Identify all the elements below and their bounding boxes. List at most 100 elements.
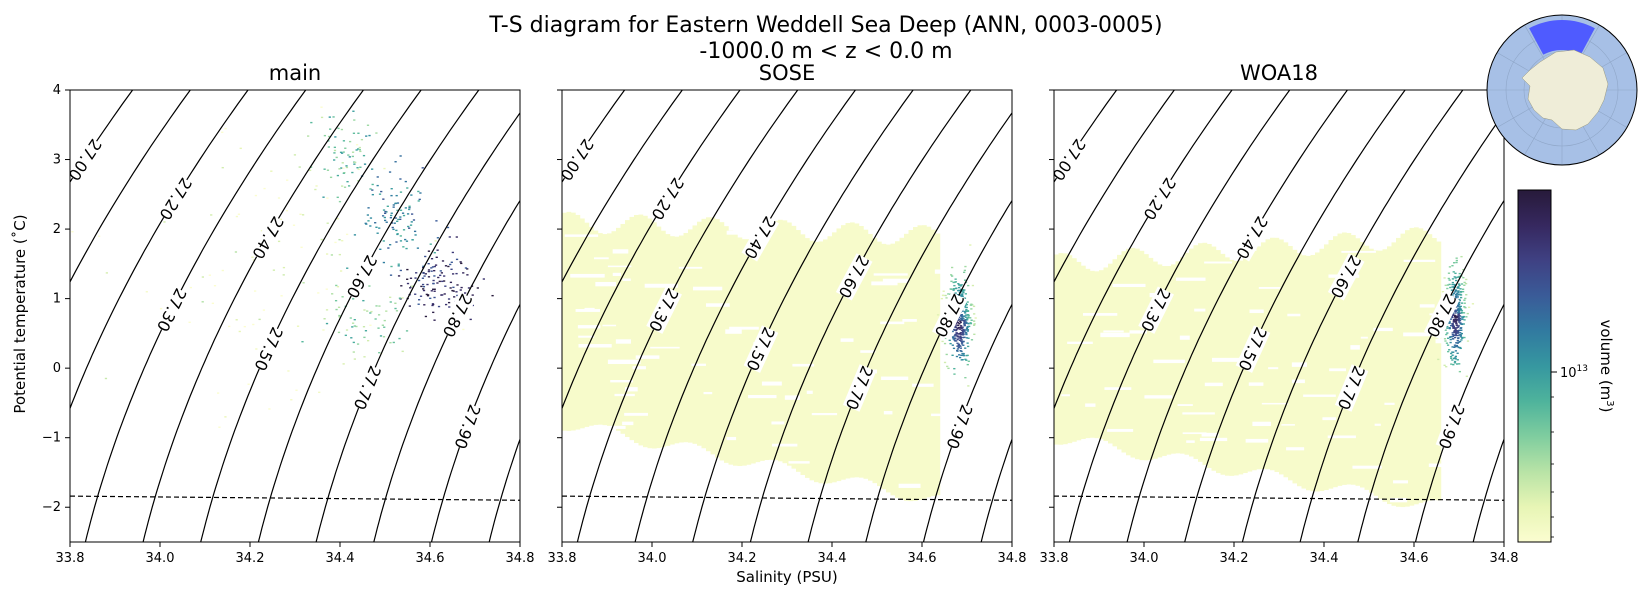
histogram-cell	[953, 367, 956, 370]
histogram-cell	[432, 282, 435, 285]
histogram-cell	[1460, 339, 1463, 341]
histogram-cell	[943, 361, 947, 364]
histogram-cell	[1360, 242, 1365, 488]
histogram-gap	[697, 450, 706, 453]
histogram-cell	[357, 132, 360, 134]
density-contour-line	[70, 90, 249, 411]
histogram-cell	[963, 310, 966, 313]
x-tick-label: 34.4	[326, 551, 355, 566]
histogram-cell	[850, 222, 855, 478]
histogram-cell	[1452, 286, 1455, 289]
histogram-cell	[960, 294, 964, 296]
plot-frame	[69, 89, 521, 543]
histogram-cell	[1171, 264, 1176, 454]
histogram-cell	[326, 197, 329, 199]
histogram-cell	[371, 183, 374, 186]
histogram-cell	[432, 279, 435, 282]
histogram-cell	[692, 225, 698, 444]
histogram-cell	[352, 341, 355, 344]
x-tick-label: 33.8	[548, 551, 577, 566]
histogram-cell	[163, 221, 166, 223]
histogram-cell	[966, 301, 969, 303]
histogram-cell	[366, 124, 370, 126]
histogram-cell	[334, 241, 337, 244]
histogram-cell	[1265, 239, 1271, 470]
histogram-cell	[1457, 346, 1460, 349]
histogram-gap	[564, 234, 599, 237]
histogram-cell	[953, 339, 956, 341]
histogram-cell	[1454, 277, 1457, 279]
histogram-cell	[818, 241, 824, 484]
histogram-cell	[251, 256, 254, 258]
histogram-cell	[1460, 329, 1463, 331]
histogram-cell	[347, 154, 350, 156]
histogram-cell	[353, 119, 356, 121]
histogram-cell	[455, 272, 458, 275]
histogram-gap	[726, 436, 737, 441]
histogram-cell	[1461, 318, 1464, 320]
histogram-cell	[1459, 291, 1463, 293]
histogram-cell	[221, 131, 224, 133]
histogram-cell	[1444, 340, 1447, 342]
histogram-cell	[351, 151, 355, 153]
histogram-cell	[375, 305, 378, 307]
histogram-cell	[1451, 286, 1454, 288]
histogram-cell	[419, 192, 422, 194]
histogram-cell	[1446, 284, 1450, 286]
histogram-cell	[1455, 363, 1459, 365]
histogram-cell	[340, 167, 343, 169]
histogram-cell	[389, 217, 393, 219]
histogram-cell	[1458, 346, 1462, 349]
histogram-cell	[1457, 337, 1460, 340]
histogram-cell	[1455, 261, 1458, 264]
histogram-cell	[1225, 257, 1230, 476]
histogram-cell	[404, 180, 407, 183]
histogram-gap	[1186, 440, 1195, 443]
histogram-cell	[1378, 250, 1383, 499]
inset-highlight-region	[1529, 19, 1595, 55]
histogram-cell	[336, 196, 339, 199]
histogram-cell	[437, 305, 441, 308]
histogram-gap	[1112, 283, 1146, 288]
histogram-gap	[1085, 403, 1096, 407]
histogram-gap	[1067, 341, 1093, 344]
histogram-cell	[1387, 246, 1392, 505]
histogram-cell	[452, 290, 455, 292]
histogram-cell	[1458, 303, 1461, 306]
histogram-cell	[960, 319, 963, 321]
histogram-cell	[352, 351, 355, 353]
histogram-cell	[201, 276, 204, 278]
histogram-cell	[955, 322, 958, 325]
histogram-cell	[1457, 287, 1460, 289]
histogram-cell	[427, 263, 430, 265]
histogram-cell	[435, 256, 438, 259]
histogram-cell	[462, 272, 465, 274]
histogram-cell	[286, 179, 289, 181]
histogram-cell	[414, 293, 417, 295]
histogram-gap	[1268, 367, 1279, 370]
histogram-cell	[398, 297, 402, 299]
histogram-gap	[792, 363, 815, 367]
histogram-cell	[1451, 278, 1455, 280]
histogram-cell	[452, 286, 455, 289]
histogram-gap	[644, 283, 678, 288]
histogram-cell	[363, 356, 366, 358]
histogram-cell	[432, 303, 435, 306]
histogram-cell	[1456, 318, 1459, 321]
histogram-cell	[395, 194, 398, 197]
histogram-cell	[252, 259, 256, 261]
histogram-cell	[327, 140, 330, 142]
x-tick-label: 33.8	[56, 551, 85, 566]
histogram-gap	[898, 483, 921, 488]
histogram-cell	[408, 227, 411, 229]
histogram-cell	[963, 336, 966, 339]
histogram-cell	[418, 198, 421, 201]
x-tick-label: 34.2	[728, 551, 757, 566]
histogram-cell	[961, 315, 964, 318]
histogram-cell	[336, 218, 339, 220]
histogram-cell	[647, 218, 653, 449]
histogram-cell	[962, 336, 965, 339]
histogram-cell	[1448, 266, 1452, 268]
histogram-cell	[406, 282, 410, 285]
histogram-cell	[964, 265, 967, 268]
